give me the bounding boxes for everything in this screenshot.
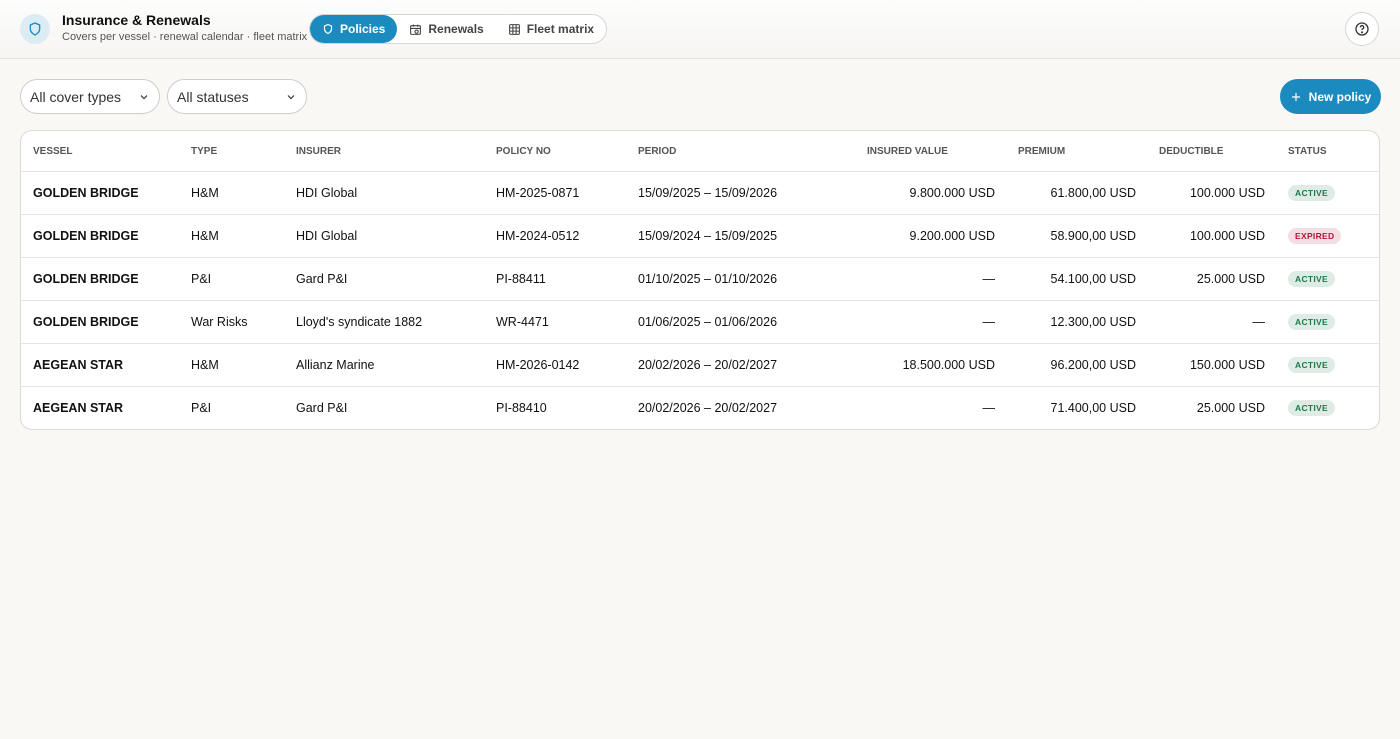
cell: Allianz Marine: [296, 343, 496, 387]
column-header: VESSEL: [33, 145, 73, 157]
cell: War Risks: [191, 300, 296, 344]
cell: P&I: [191, 257, 296, 301]
cell: PI-88410: [496, 386, 638, 429]
new-policy-button[interactable]: New policy: [1280, 79, 1381, 114]
cell: HDI Global: [296, 214, 496, 258]
app-title: Insurance & Renewals: [62, 12, 211, 28]
cell: 18.500.000 USD: [867, 343, 1018, 387]
status-cell: ACTIVE: [1288, 300, 1379, 344]
cell: H&M: [191, 214, 296, 258]
cell: 9.200.000 USD: [867, 214, 1018, 258]
app-logo: [20, 14, 50, 44]
cell: PI-88411: [496, 257, 638, 301]
cell: 150.000 USD: [1159, 343, 1288, 387]
column-header: PREMIUM: [1018, 145, 1066, 157]
tab[interactable]: Policies: [310, 15, 398, 43]
status-cell: EXPIRED: [1288, 214, 1379, 258]
cell: H&M: [191, 343, 296, 387]
cell: —: [1159, 300, 1288, 344]
policy-row[interactable]: GOLDEN BRIDGE War Risks Lloyd's syndicate …: [21, 300, 1379, 344]
column-header: DEDUCTIBLE: [1159, 145, 1224, 157]
cell: 25.000 USD: [1159, 257, 1288, 301]
cell: —: [867, 300, 1018, 344]
cell: GOLDEN BRIDGE: [21, 214, 191, 258]
status-badge: ACTIVE: [1288, 357, 1335, 373]
help-button[interactable]: [1345, 12, 1379, 46]
cell: AEGEAN STAR: [21, 343, 191, 387]
app-subtitle: Covers per vessel · renewal calendar · f…: [62, 31, 308, 43]
column-header: STATUS: [1288, 145, 1327, 157]
policy-row[interactable]: GOLDEN BRIDGE H&M HDI Global HM-2025-0871 15…: [21, 171, 1379, 215]
cell: 9.800.000 USD: [867, 171, 1018, 215]
cell: 25.000 USD: [1159, 386, 1288, 429]
policies-table: VESSEL TYPE INSURER POLICY NO PERIOD INSURED …: [21, 131, 1379, 429]
cell: 15/09/2025 – 15/09/2026: [638, 171, 867, 215]
status-badge: ACTIVE: [1288, 314, 1335, 330]
column-header: INSURER: [296, 145, 342, 157]
cell: HM-2024-0512: [496, 214, 638, 258]
cell: GOLDEN BRIDGE: [21, 300, 191, 344]
cover-type-filter[interactable]: All cover types: [20, 79, 160, 114]
status-badge: ACTIVE: [1288, 185, 1335, 201]
filter-label: All cover types: [30, 88, 122, 105]
column-header: POLICY NO: [496, 145, 551, 157]
cell: —: [867, 386, 1018, 429]
policy-row[interactable]: AEGEAN STAR P&I Gard P&I PI-88410 20/02/2026…: [21, 386, 1379, 429]
cell: —: [867, 257, 1018, 301]
status-badge: EXPIRED: [1288, 228, 1342, 244]
cell: Gard P&I: [296, 386, 496, 429]
cell: 20/02/2026 – 20/02/2027: [638, 386, 867, 429]
cell: 54.100,00 USD: [1018, 257, 1159, 301]
header-row: VESSEL TYPE INSURER POLICY NO PERIOD INSURED …: [21, 131, 1379, 172]
cell: 12.300,00 USD: [1018, 300, 1159, 344]
cell: P&I: [191, 386, 296, 429]
column-header: TYPE: [191, 145, 218, 157]
status-cell: ACTIVE: [1288, 343, 1379, 387]
cell: HM-2026-0142: [496, 343, 638, 387]
filter-label: All statuses: [177, 88, 249, 105]
cell: HDI Global: [296, 171, 496, 215]
status-badge: ACTIVE: [1288, 400, 1335, 416]
status-cell: ACTIVE: [1288, 386, 1379, 429]
cell: 20/02/2026 – 20/02/2027: [638, 343, 867, 387]
cell: WR-4471: [496, 300, 638, 344]
column-header: PERIOD: [638, 145, 677, 157]
tab[interactable]: Fleet matrix: [496, 15, 606, 43]
cell: 100.000 USD: [1159, 171, 1288, 215]
cell: GOLDEN BRIDGE: [21, 171, 191, 215]
tab-label: Policies: [340, 22, 386, 36]
cell: 71.400,00 USD: [1018, 386, 1159, 429]
status-badge: ACTIVE: [1288, 271, 1335, 287]
cell: 01/10/2025 – 01/10/2026: [638, 257, 867, 301]
cell: 58.900,00 USD: [1018, 214, 1159, 258]
cell: 01/06/2025 – 01/06/2026: [638, 300, 867, 344]
tab[interactable]: Renewals: [397, 15, 495, 43]
top-bar: Insurance & Renewals Covers per vessel ·…: [0, 0, 1400, 59]
cell: GOLDEN BRIDGE: [21, 257, 191, 301]
policy-row[interactable]: GOLDEN BRIDGE H&M HDI Global HM-2024-0512 15…: [21, 214, 1379, 258]
policy-row[interactable]: GOLDEN BRIDGE P&I Gard P&I PI-88411 01/10/20…: [21, 257, 1379, 301]
cell: Gard P&I: [296, 257, 496, 301]
tab-label: Fleet matrix: [526, 22, 595, 36]
tab-label: Renewals: [428, 22, 484, 36]
cell: 100.000 USD: [1159, 214, 1288, 258]
policy-row[interactable]: AEGEAN STAR H&M Allianz Marine HM-2026-0142…: [21, 343, 1379, 387]
status-filter[interactable]: All statuses: [167, 79, 307, 114]
policies-table-card: VESSEL TYPE INSURER POLICY NO PERIOD INSURED …: [20, 130, 1380, 430]
cell: HM-2025-0871: [496, 171, 638, 215]
column-header: INSURED VALUE: [867, 145, 948, 157]
cell: Lloyd's syndicate 1882: [296, 300, 496, 344]
tab-bar: Policies Renewals Fleet matrix: [309, 14, 608, 44]
cell: AEGEAN STAR: [21, 386, 191, 429]
button-label: New policy: [1308, 89, 1372, 104]
cell: 61.800,00 USD: [1018, 171, 1159, 215]
cell: 15/09/2024 – 15/09/2025: [638, 214, 867, 258]
status-cell: ACTIVE: [1288, 257, 1379, 301]
status-cell: ACTIVE: [1288, 171, 1379, 215]
cell: 96.200,00 USD: [1018, 343, 1159, 387]
cell: H&M: [191, 171, 296, 215]
